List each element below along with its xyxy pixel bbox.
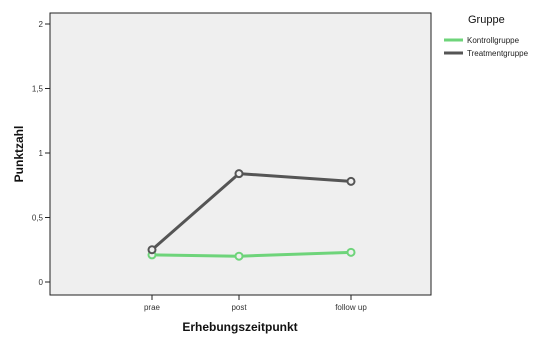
data-point xyxy=(346,247,356,257)
data-point xyxy=(147,245,157,255)
y-axis: 0 0,5 1 1,5 2 xyxy=(32,20,50,287)
plot-area xyxy=(49,12,432,296)
legend-title: Gruppe xyxy=(468,14,505,26)
legend-label: Treatmentgruppe xyxy=(467,49,529,58)
data-point xyxy=(234,251,244,261)
y-axis-title: Punktzahl xyxy=(12,126,26,183)
data-point xyxy=(234,169,244,179)
data-point xyxy=(346,176,356,186)
legend: Gruppe Kontrollgruppe Treatmentgruppe xyxy=(444,14,529,58)
y-tick-label: 1 xyxy=(39,149,44,158)
x-tick-label: prae xyxy=(144,303,161,312)
series-layer xyxy=(147,169,356,261)
x-tick-label: follow up xyxy=(335,303,367,312)
legend-items: Kontrollgruppe Treatmentgruppe xyxy=(444,36,529,58)
y-tick-label: 0 xyxy=(39,278,44,287)
legend-label: Kontrollgruppe xyxy=(467,36,520,45)
x-axis: prae post follow up xyxy=(144,295,367,312)
y-tick-label: 1,5 xyxy=(32,85,44,94)
x-axis-title: Erhebungszeitpunkt xyxy=(182,320,297,334)
y-tick-label: 0,5 xyxy=(32,214,44,223)
x-tick-label: post xyxy=(231,303,247,312)
y-tick-label: 2 xyxy=(39,20,44,29)
